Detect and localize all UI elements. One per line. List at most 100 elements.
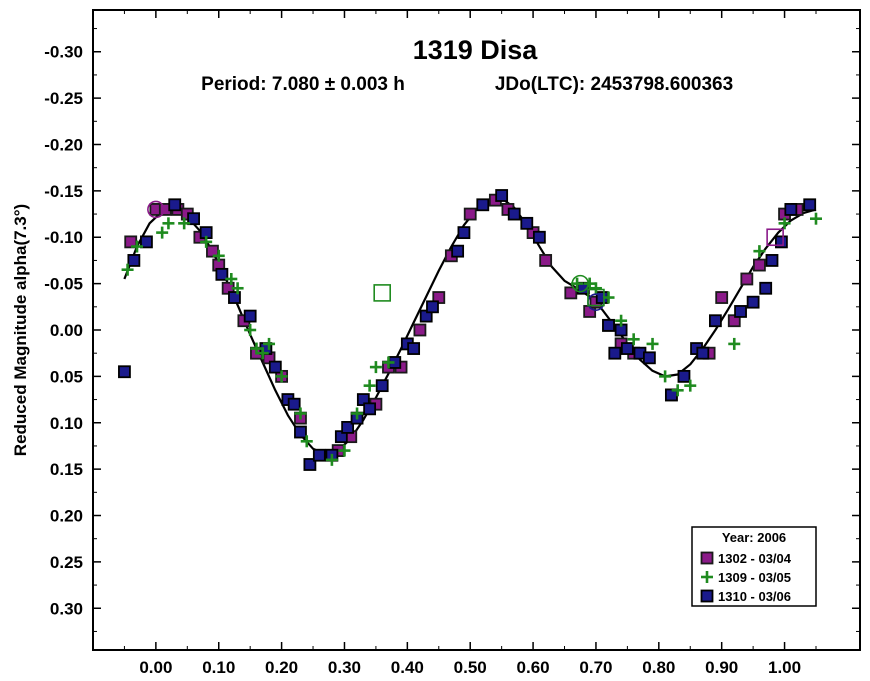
data-point-2	[746, 295, 760, 309]
legend: Year: 2006 1302 - 03/04 1309 - 03/05 1310 …	[691, 526, 817, 607]
data-point-1	[200, 235, 213, 248]
data-point-1	[778, 217, 791, 230]
circled-point	[571, 274, 590, 293]
data-point-2	[127, 254, 141, 267]
legend-marker-2	[700, 589, 714, 603]
legend-label: 1302 - 03/04	[718, 551, 792, 566]
data-point-1	[275, 370, 288, 383]
x-tick-label: 0.60	[517, 658, 550, 677]
data-point-0	[715, 291, 729, 304]
x-tick-label: 0.90	[705, 658, 738, 677]
y-tick-label: -0.15	[44, 182, 83, 201]
data-point-1	[809, 212, 822, 225]
legend-label: 1310 - 03/06	[718, 589, 791, 604]
data-point-2	[677, 369, 691, 383]
data-point-2	[759, 281, 773, 295]
boxed-point	[587, 288, 605, 307]
data-point-1	[338, 444, 351, 457]
x-tick-label: 0.80	[642, 658, 675, 677]
data-point-1	[583, 277, 596, 290]
data-point-1	[244, 324, 257, 336]
y-axis-label: Reduced Magnitude alpha(7.3°)	[11, 204, 30, 456]
data-point-1	[571, 277, 584, 290]
y-tick-label: 0.10	[50, 414, 83, 433]
x-tick-label: 0.30	[328, 658, 361, 677]
y-tick-label: 0.05	[50, 367, 83, 386]
circled-point	[147, 200, 165, 219]
x-tick-label: 0.40	[391, 658, 424, 677]
data-point-2	[803, 198, 817, 212]
data-point-1	[684, 379, 697, 392]
data-point-2	[507, 207, 521, 221]
x-tick-label: 0.00	[139, 658, 172, 677]
data-point-1	[615, 314, 628, 327]
x-tick-label: 0.70	[579, 658, 612, 677]
data-point-2	[215, 267, 229, 281]
data-point-2	[118, 365, 131, 379]
data-point-2	[228, 291, 241, 304]
annotation-layer	[147, 200, 784, 311]
chart-subtitle-period: Period: 7.080 ± 0.003 h	[201, 74, 405, 95]
data-point-1	[369, 361, 382, 374]
x-tick-label: 0.10	[202, 658, 235, 677]
data-point-2	[696, 346, 710, 360]
data-point-1	[256, 347, 269, 360]
y-tick-label: 0.15	[50, 460, 83, 479]
data-point-1	[325, 453, 338, 466]
x-tick-label: 0.50	[454, 658, 487, 677]
data-point-1	[671, 384, 684, 397]
y-tick-label: -0.25	[44, 89, 83, 108]
data-point-1	[263, 337, 276, 350]
y-tick-label: -0.20	[44, 135, 83, 154]
legend-marker-0	[700, 551, 714, 565]
data-point-1	[589, 282, 602, 295]
data-point-1	[294, 407, 307, 420]
data-point-2	[140, 235, 153, 249]
data-point-2	[243, 309, 257, 323]
data-point-1	[753, 245, 766, 258]
data-point-2	[532, 230, 546, 244]
x-tick-label: 1.00	[768, 658, 801, 677]
data-point-1	[178, 217, 191, 230]
legend-marker-1	[701, 571, 713, 583]
data-point-2	[312, 448, 326, 462]
data-point-2	[495, 189, 509, 202]
y-tick-label: -0.05	[44, 275, 83, 294]
y-tick-label: -0.10	[44, 228, 83, 247]
data-point-2	[341, 420, 355, 434]
legend-label: 1309 - 03/05	[718, 570, 791, 585]
data-point-2	[407, 342, 421, 355]
data-point-2	[451, 244, 465, 258]
data-points-layer	[118, 189, 822, 471]
legend-title: Year: 2006	[722, 530, 786, 545]
data-point-1	[131, 240, 144, 253]
data-point-2	[520, 216, 534, 230]
data-point-1	[627, 333, 640, 346]
data-point-1	[162, 217, 175, 230]
data-point-2	[168, 198, 182, 212]
data-point-2	[187, 212, 200, 226]
data-point-2	[608, 346, 622, 360]
y-tick-label: 0.30	[50, 599, 83, 618]
data-point-2	[784, 203, 798, 216]
data-point-1	[382, 356, 395, 369]
data-point-2	[375, 379, 389, 393]
data-point-1	[363, 379, 376, 392]
data-point-1	[300, 435, 313, 448]
data-point-0	[753, 258, 766, 272]
data-point-1	[659, 370, 672, 383]
data-point-1	[728, 337, 741, 350]
data-point-0	[539, 254, 553, 267]
data-point-1	[156, 226, 169, 239]
data-point-2	[303, 458, 317, 471]
data-point-2	[734, 305, 747, 318]
y-tick-label: 0.00	[50, 321, 83, 340]
data-point-2	[268, 360, 282, 374]
data-point-2	[620, 342, 634, 355]
chart-subtitle-epoch: JDo(LTC): 2453798.600363	[495, 74, 733, 95]
x-tick-label: 0.20	[265, 658, 298, 677]
data-point-2	[602, 318, 615, 332]
y-tick-label: 0.25	[50, 553, 83, 572]
data-point-2	[765, 254, 779, 267]
